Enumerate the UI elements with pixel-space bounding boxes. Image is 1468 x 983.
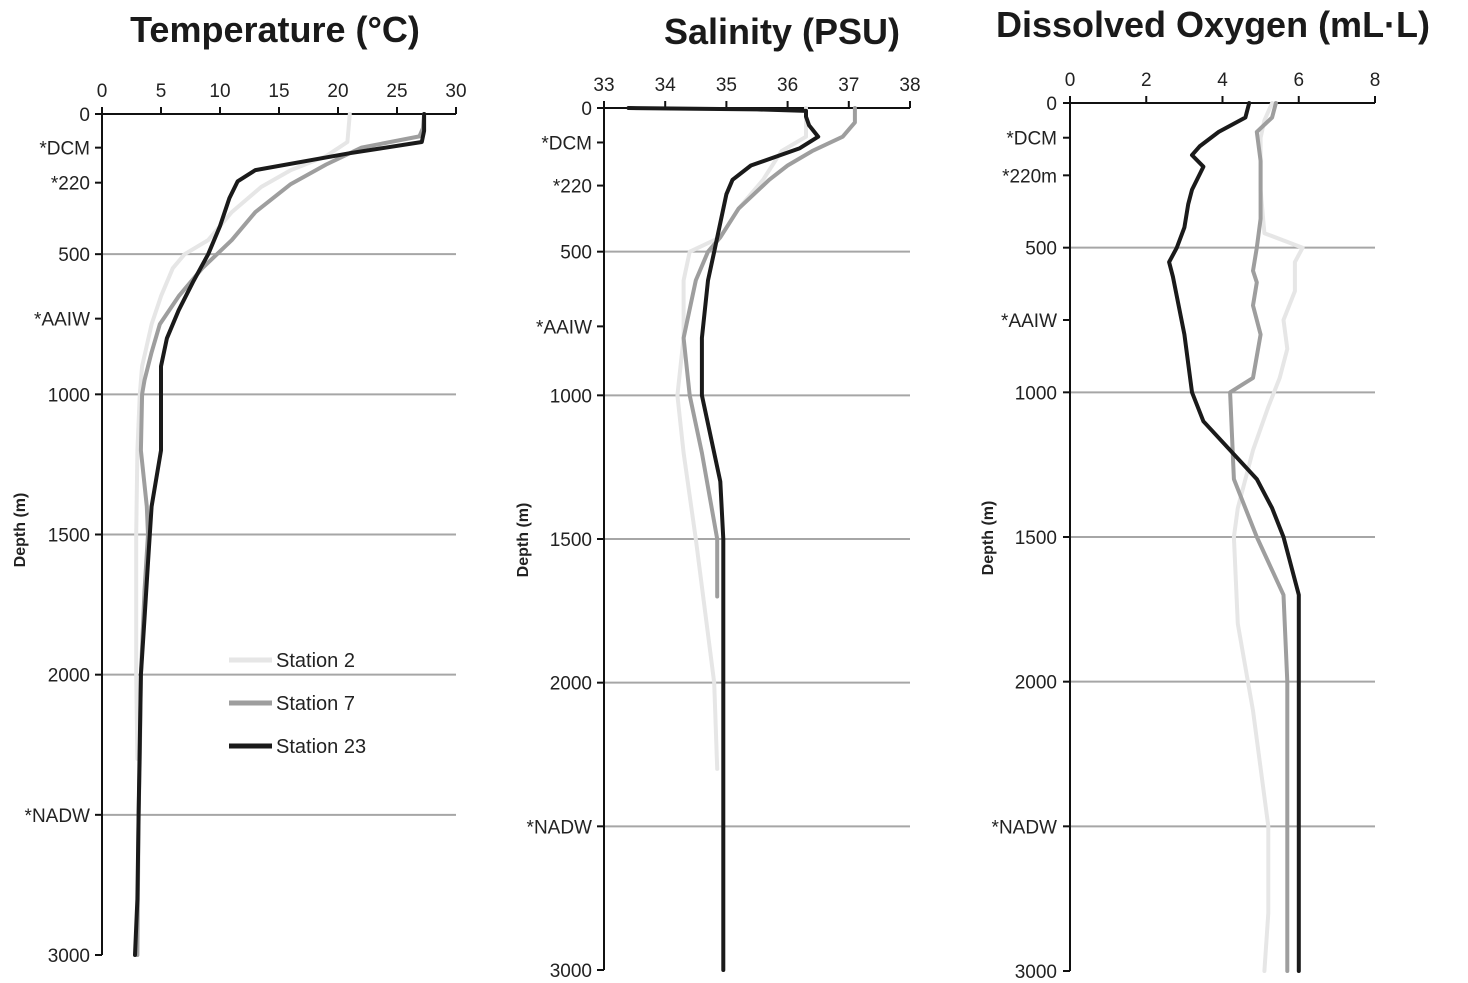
series-line-station-7: [1228, 101, 1290, 973]
y-tick-label: 3000: [48, 946, 90, 967]
x-tick-label: 6: [1293, 70, 1304, 91]
x-tick-label: 36: [777, 75, 798, 96]
y-tick-label: 0: [581, 99, 592, 120]
y-axis-title: Depth (m): [980, 501, 997, 576]
y-tick-label: *220m: [1002, 166, 1057, 187]
y-tick-label: *DCM: [541, 133, 592, 154]
legend-label: Station 23: [276, 736, 366, 758]
series-line-station-7: [681, 106, 857, 599]
y-tick-label: 0: [79, 105, 90, 126]
x-tick-label: 10: [209, 81, 230, 102]
x-tick-label: 0: [97, 81, 108, 102]
y-tick-label: *AAIW: [1001, 311, 1057, 332]
series-line-station-23: [1167, 101, 1301, 973]
series-line-station-2: [134, 112, 352, 761]
x-tick-label: 33: [593, 75, 614, 96]
y-tick-label: 500: [560, 243, 592, 264]
chart-title: Salinity (PSU): [664, 11, 900, 52]
y-tick-label: 1500: [550, 530, 592, 551]
x-tick-label: 35: [716, 75, 737, 96]
y-tick-label: *NADW: [992, 817, 1058, 838]
y-tick-label: *DCM: [1006, 129, 1057, 150]
y-axis-title: Depth (m): [515, 503, 532, 578]
x-tick-label: 0: [1065, 70, 1076, 91]
chart-panel-2: Salinity (PSU) 33 34 35 36 37 38 0 *DCM *220 500 *A…: [515, 11, 921, 982]
y-tick-label: *NADW: [527, 817, 593, 838]
y-tick-label: 2000: [550, 674, 592, 695]
x-tick-label: 25: [386, 81, 407, 102]
y-tick-label: 0: [1046, 94, 1057, 115]
chart-title: Dissolved Oxygen (mL·L): [996, 4, 1430, 45]
chart-panel-3: Dissolved Oxygen (mL·L) 0 2 4 6 8 0 *DCM *220m 50…: [980, 4, 1430, 983]
x-tick-label: 2: [1141, 70, 1152, 91]
y-tick-label: *AAIW: [536, 317, 592, 338]
legend-label: Station 7: [276, 693, 355, 715]
x-tick-label: 4: [1217, 70, 1228, 91]
x-tick-label: 38: [899, 75, 920, 96]
x-tick-label: 8: [1370, 70, 1381, 91]
y-tick-label: 2000: [48, 666, 90, 687]
x-tick-label: 15: [268, 81, 289, 102]
y-tick-label: 3000: [550, 961, 592, 982]
y-tick-label: 1000: [48, 385, 90, 406]
legend-label: Station 2: [276, 650, 355, 672]
x-tick-label: 37: [838, 75, 859, 96]
series-line-station-23: [133, 112, 427, 957]
y-tick-label: 500: [58, 245, 90, 266]
y-tick-label: 1000: [550, 386, 592, 407]
y-tick-label: 2000: [1015, 673, 1057, 694]
chart-title: Temperature (°C): [130, 9, 420, 50]
chart-panel-1: Temperature (°C) 0 5 10 15 20 25 30 0 *DCM *220 500…: [12, 9, 467, 967]
y-tick-label: *NADW: [25, 806, 91, 827]
x-tick-label: 34: [655, 75, 677, 96]
y-tick-label: 1000: [1015, 383, 1057, 404]
y-tick-label: 1500: [48, 526, 90, 547]
y-tick-label: *220: [51, 174, 90, 195]
series-line-station-23: [626, 106, 821, 972]
y-tick-label: 3000: [1015, 962, 1057, 983]
y-tick-label: 500: [1025, 239, 1057, 260]
x-tick-label: 30: [445, 81, 466, 102]
y-tick-label: *AAIW: [34, 310, 90, 331]
y-tick-label: *220: [553, 177, 592, 198]
x-tick-label: 5: [156, 81, 167, 102]
x-tick-label: 20: [327, 81, 348, 102]
legend: Station 2 Station 7 Station 23: [229, 650, 366, 758]
y-axis-title: Depth (m): [12, 493, 29, 568]
y-tick-label: *DCM: [39, 139, 90, 160]
y-tick-label: 1500: [1015, 528, 1057, 549]
